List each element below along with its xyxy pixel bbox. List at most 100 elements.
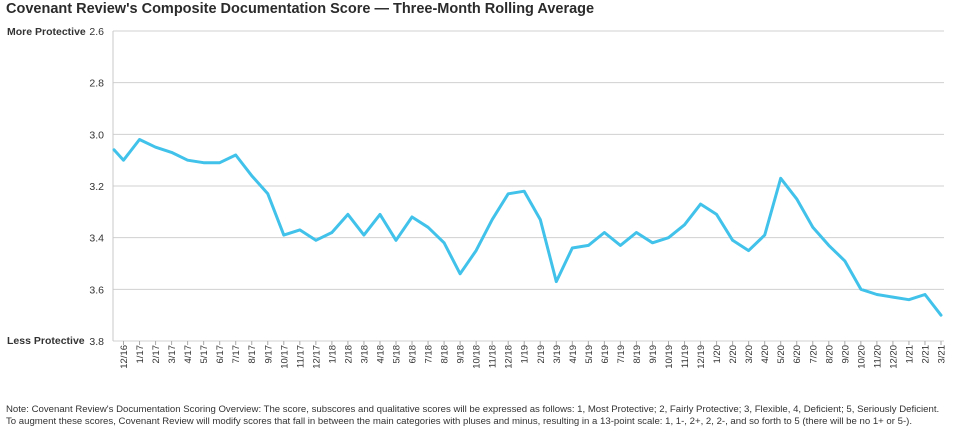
data-point	[827, 244, 830, 247]
x-tick-label: 6/19	[600, 345, 611, 364]
data-point	[763, 233, 766, 237]
x-tick-label: 6/18	[408, 345, 419, 364]
x-tick-label: 11/17	[295, 345, 306, 368]
x-tick-label: 5/18	[392, 345, 403, 364]
x-tick-label: 10/20	[856, 345, 867, 369]
data-point	[635, 231, 638, 234]
x-tick-label: 2/20	[728, 345, 739, 364]
x-tick-label: 8/19	[632, 345, 643, 364]
data-point	[282, 233, 285, 237]
data-point	[426, 226, 430, 229]
x-tick-label: 4/19	[568, 345, 579, 364]
data-point	[122, 158, 125, 162]
y-tick-label: 3.0	[89, 129, 104, 141]
x-tick-label: 8/17	[247, 345, 258, 364]
data-point	[458, 272, 462, 276]
data-point	[731, 239, 734, 242]
x-tick-label: 5/20	[776, 345, 787, 364]
y-tick-label: 3.2	[89, 181, 104, 193]
data-point	[859, 288, 863, 291]
data-point	[394, 239, 398, 242]
x-tick-label: 4/17	[183, 345, 194, 364]
data-point	[442, 241, 446, 245]
x-tick-label: 12/17	[311, 345, 322, 369]
x-tick-label: 1/21	[904, 345, 915, 364]
footnote: Note: Covenant Review's Documentation Sc…	[6, 404, 952, 428]
y-tick-label: 2.6	[89, 26, 104, 38]
x-tick-label: 9/19	[648, 345, 659, 364]
data-point	[603, 231, 606, 234]
x-tick-label: 3/18	[359, 345, 370, 364]
x-tick-label: 1/19	[520, 345, 531, 364]
x-tick-label: 10/18	[472, 345, 483, 369]
x-tick-label: 10/19	[664, 345, 675, 369]
x-tick-label: 2/21	[920, 345, 931, 364]
data-point	[619, 244, 622, 247]
x-tick-label: 9/18	[456, 345, 467, 364]
x-tick-label: 7/17	[231, 345, 242, 364]
data-point	[843, 259, 847, 263]
x-tick-label: 4/18	[375, 345, 386, 364]
x-tick-label: 8/18	[440, 345, 451, 364]
data-point	[811, 226, 814, 229]
x-tick-label: 8/20	[824, 345, 835, 364]
top-axis-label: More Protective	[7, 26, 86, 38]
x-tick-label: 1/20	[712, 345, 723, 364]
x-tick-label: 2/18	[343, 345, 354, 364]
chart-title: Covenant Review's Composite Documentatio…	[6, 1, 595, 17]
data-point	[555, 280, 558, 283]
x-tick-label: 3/19	[552, 345, 563, 364]
data-point	[939, 313, 943, 317]
x-tick-label: 1/18	[327, 345, 338, 364]
data-point	[699, 202, 702, 206]
x-tick-label: 1/17	[135, 345, 146, 364]
data-point	[154, 146, 157, 149]
data-point	[891, 295, 895, 299]
data-point	[250, 174, 253, 177]
y-tick-label: 2.8	[89, 78, 104, 90]
data-point	[523, 189, 526, 193]
data-point	[362, 233, 366, 237]
x-tick-label: 4/20	[760, 345, 771, 364]
data-point	[907, 298, 911, 301]
data-point	[571, 246, 574, 250]
data-point	[474, 249, 478, 252]
x-tick-label: 7/18	[424, 345, 435, 364]
data-point	[587, 244, 590, 247]
x-tick-label: 2/17	[151, 345, 162, 364]
bottom-axis-label: Less Protective	[7, 335, 85, 347]
x-tick-label: 11/20	[872, 345, 883, 368]
x-tick-label: 7/20	[808, 345, 819, 364]
footnote-line-2: To augment these scores, Covenant Review…	[6, 416, 913, 427]
data-point	[138, 138, 141, 141]
x-tick-label: 5/19	[584, 345, 595, 364]
data-point	[202, 161, 205, 164]
x-tick-label: 9/20	[840, 345, 851, 364]
data-point	[314, 239, 318, 242]
x-tick-label: 7/19	[616, 345, 627, 364]
x-tick-label: 11/18	[488, 345, 499, 368]
data-point	[667, 236, 670, 239]
data-point	[747, 249, 750, 252]
y-tick-label: 3.8	[89, 336, 104, 348]
x-tick-label: 12/20	[888, 345, 899, 369]
data-point	[330, 231, 334, 234]
data-point	[170, 151, 173, 154]
data-point	[266, 192, 269, 195]
data-point	[779, 177, 782, 180]
y-tick-label: 3.4	[89, 233, 104, 245]
data-point	[715, 213, 718, 216]
x-tick-label: 2/19	[536, 345, 547, 364]
data-point	[507, 192, 510, 195]
x-tick-label: 12/18	[504, 345, 515, 369]
x-tick-label: 11/19	[680, 345, 691, 368]
y-tick-label: 3.6	[89, 284, 104, 296]
x-tick-label: 12/19	[696, 345, 707, 369]
data-point	[218, 161, 221, 164]
data-point	[298, 228, 302, 232]
x-tick-label: 10/17	[279, 345, 290, 369]
data-point	[539, 218, 542, 221]
data-point	[490, 218, 494, 221]
x-tick-label: 5/17	[199, 345, 210, 364]
x-tick-label: 12/16	[119, 345, 130, 369]
